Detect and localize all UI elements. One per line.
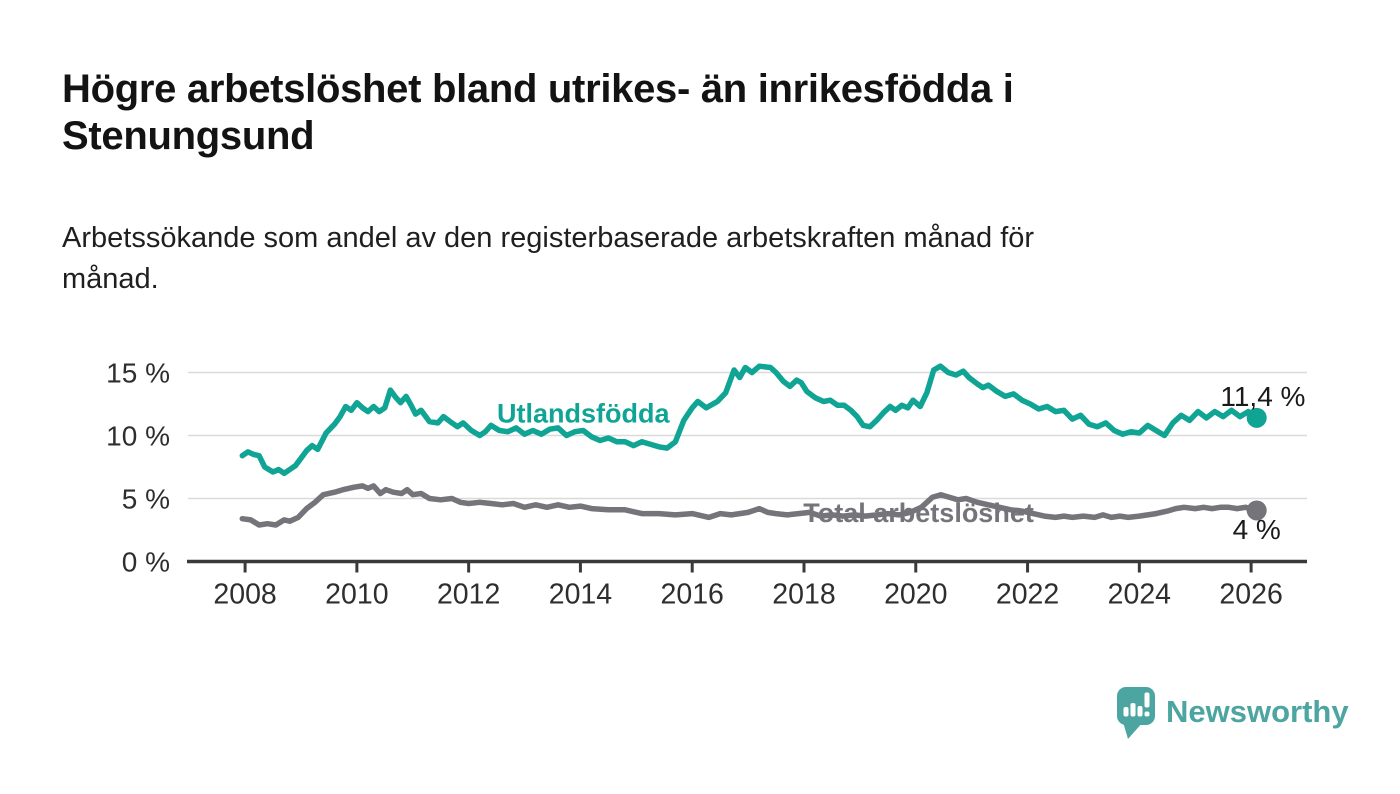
x-axis-tick-label: 2020 — [884, 579, 947, 611]
chart-subtitle-line1: Arbetssökande som andel av den registerb… — [62, 222, 1035, 254]
newsworthy-logo: Newsworthy — [1117, 687, 1349, 739]
x-axis-tick-label: 2024 — [1108, 579, 1172, 611]
series-label: Utlandsfödda — [497, 399, 670, 429]
newsworthy-wordmark: Newsworthy — [1166, 694, 1349, 729]
series-line-total — [239, 483, 1260, 528]
x-axis-tick-label: 2026 — [1219, 579, 1282, 611]
chart-title-line2: Stenungsund — [62, 114, 315, 158]
speech-bubble-bar-chart-icon — [1117, 687, 1155, 739]
x-axis-tick-label: 2016 — [661, 579, 724, 611]
chart-title: Högre arbetslöshet bland utrikes- än inr… — [62, 66, 1014, 160]
series-end-dot-utlandsfodda — [1246, 407, 1267, 428]
x-axis-tick-label: 2022 — [996, 579, 1059, 611]
chart-subtitle: Arbetssökande som andel av den registerb… — [62, 218, 1034, 300]
value-label: 4 % — [1233, 514, 1281, 545]
x-axis-tick-label: 2014 — [549, 579, 613, 611]
x-axis-tick-label: 2012 — [437, 579, 500, 611]
x-axis-tick-label: 2008 — [213, 579, 276, 611]
value-label: 11,4 % — [1220, 381, 1305, 412]
chart-subtitle-line2: månad. — [62, 263, 159, 295]
y-axis-tick-label: 5 % — [122, 483, 170, 514]
series-end-dot-total — [1246, 500, 1267, 521]
x-axis-tick-label: 2010 — [325, 579, 388, 611]
series-label: Total arbetslöshet — [803, 498, 1034, 528]
x-axis-tick-label: 2018 — [772, 579, 835, 611]
chart-title-line1: Högre arbetslöshet bland utrikes- än inr… — [62, 67, 1014, 111]
y-axis-tick-label: 10 % — [106, 420, 170, 451]
plot-area: 0 % 5 % 10 % 15 % 2008 2010 2012 2014 2016 2018 20… — [106, 357, 1307, 611]
series-line-utlandsfodda — [239, 363, 1260, 477]
y-axis-tick-label: 15 % — [106, 357, 170, 388]
y-axis-tick-label: 0 % — [122, 546, 170, 577]
